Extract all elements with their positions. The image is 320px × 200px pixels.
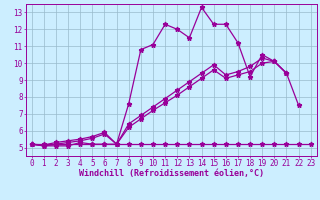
- X-axis label: Windchill (Refroidissement éolien,°C): Windchill (Refroidissement éolien,°C): [79, 169, 264, 178]
